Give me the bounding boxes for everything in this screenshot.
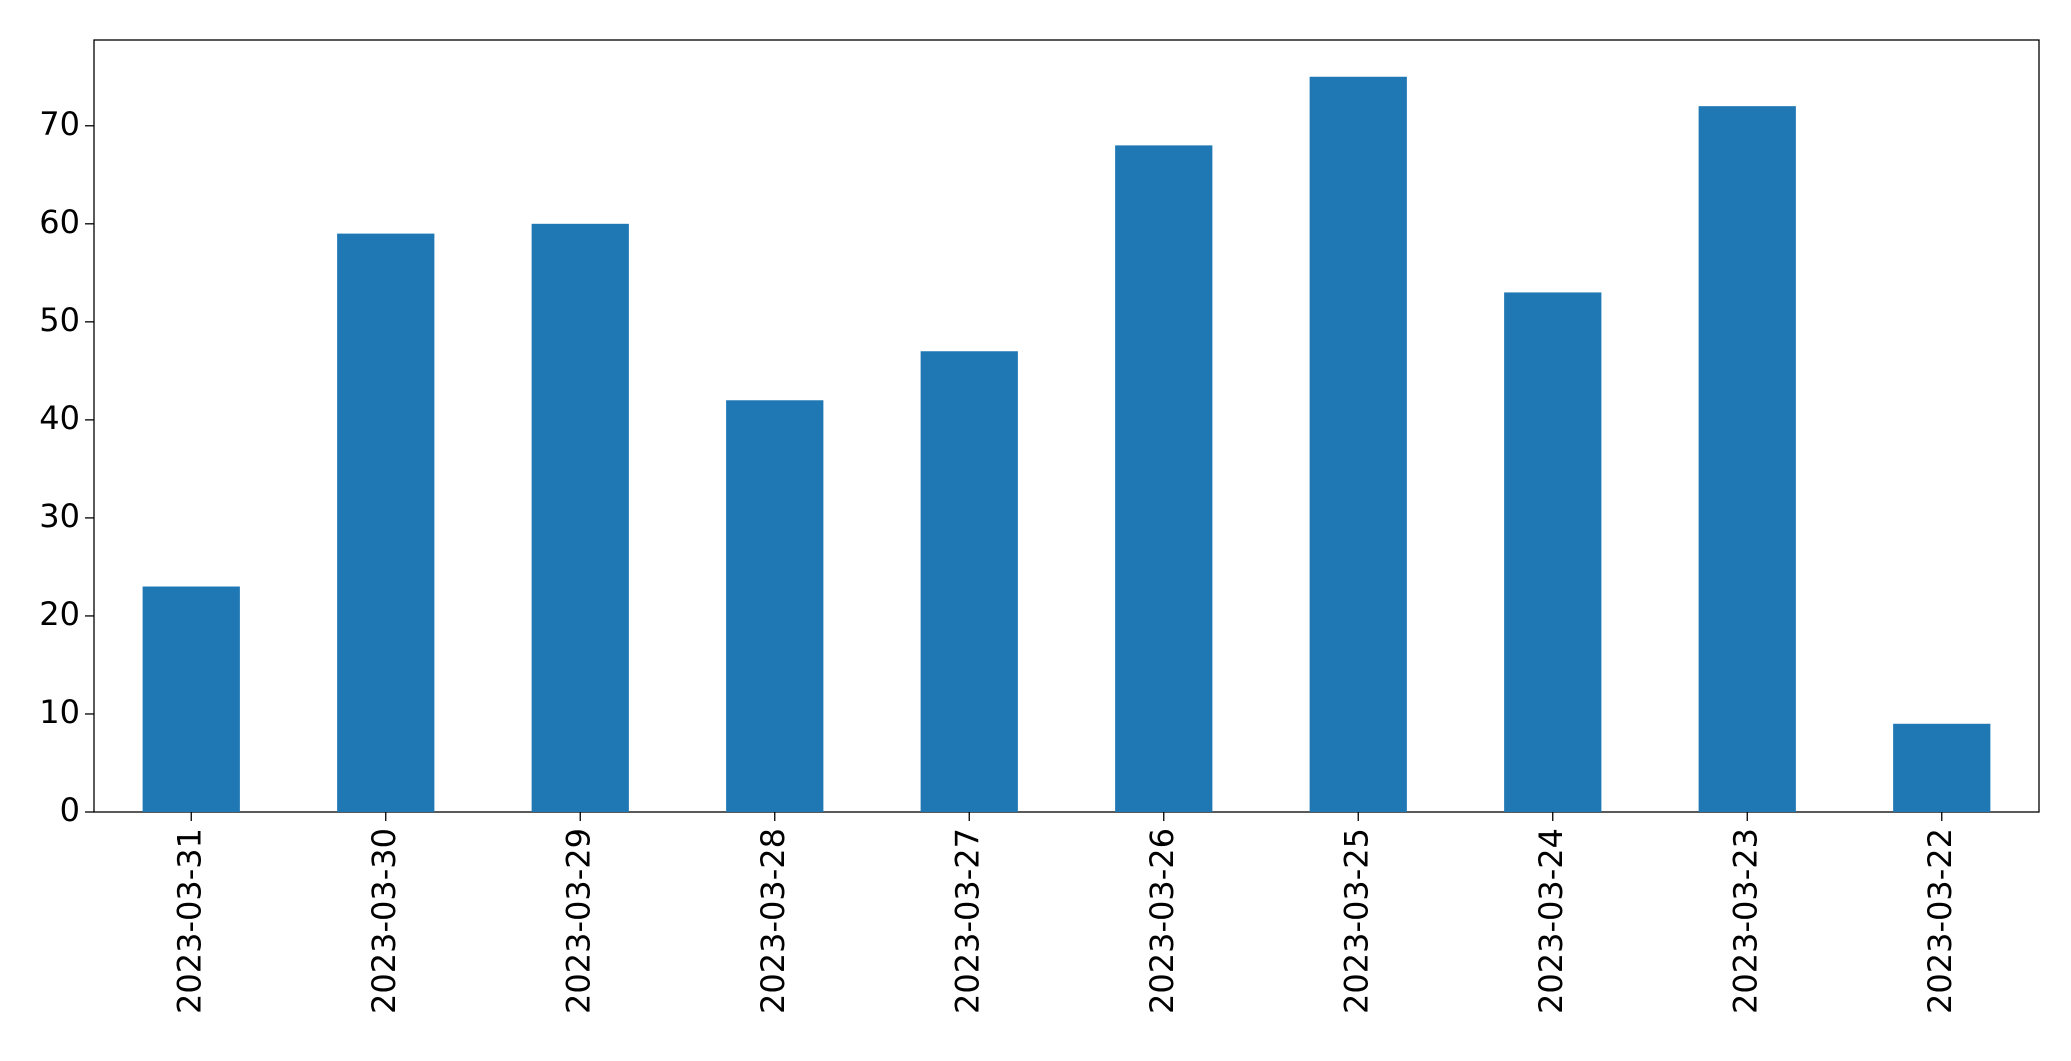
bar (142, 586, 240, 812)
bar (1115, 145, 1213, 812)
bar (531, 223, 629, 813)
y-tick-label: 40 (39, 399, 80, 437)
bar (726, 400, 824, 812)
bar (1504, 292, 1602, 812)
x-tick-label: 2023-03-22 (1921, 828, 1959, 1014)
x-tick-label: 2023-03-29 (559, 828, 597, 1014)
x-tick-label: 2023-03-24 (1532, 828, 1570, 1014)
y-tick-label: 60 (39, 203, 80, 241)
x-tick-label: 2023-03-23 (1726, 828, 1764, 1014)
x-tick-label: 2023-03-27 (948, 828, 986, 1014)
y-tick-label: 20 (39, 595, 80, 633)
x-tick-label: 2023-03-31 (170, 828, 208, 1014)
x-tick-label: 2023-03-26 (1143, 828, 1181, 1014)
y-tick-label: 0 (60, 791, 80, 829)
x-tick-label: 2023-03-30 (365, 828, 403, 1014)
axes-frame (93, 39, 2040, 813)
bar (1309, 76, 1407, 812)
y-tick-label: 10 (39, 693, 80, 731)
bar (920, 351, 1018, 812)
bar (1698, 106, 1796, 812)
y-tick-label: 70 (39, 105, 80, 143)
y-tick-label: 30 (39, 497, 80, 535)
x-tick-label: 2023-03-25 (1337, 828, 1375, 1014)
y-tick-label: 50 (39, 301, 80, 339)
x-tick-label: 2023-03-28 (754, 828, 792, 1014)
bar (337, 233, 435, 813)
bar (1893, 723, 1991, 812)
